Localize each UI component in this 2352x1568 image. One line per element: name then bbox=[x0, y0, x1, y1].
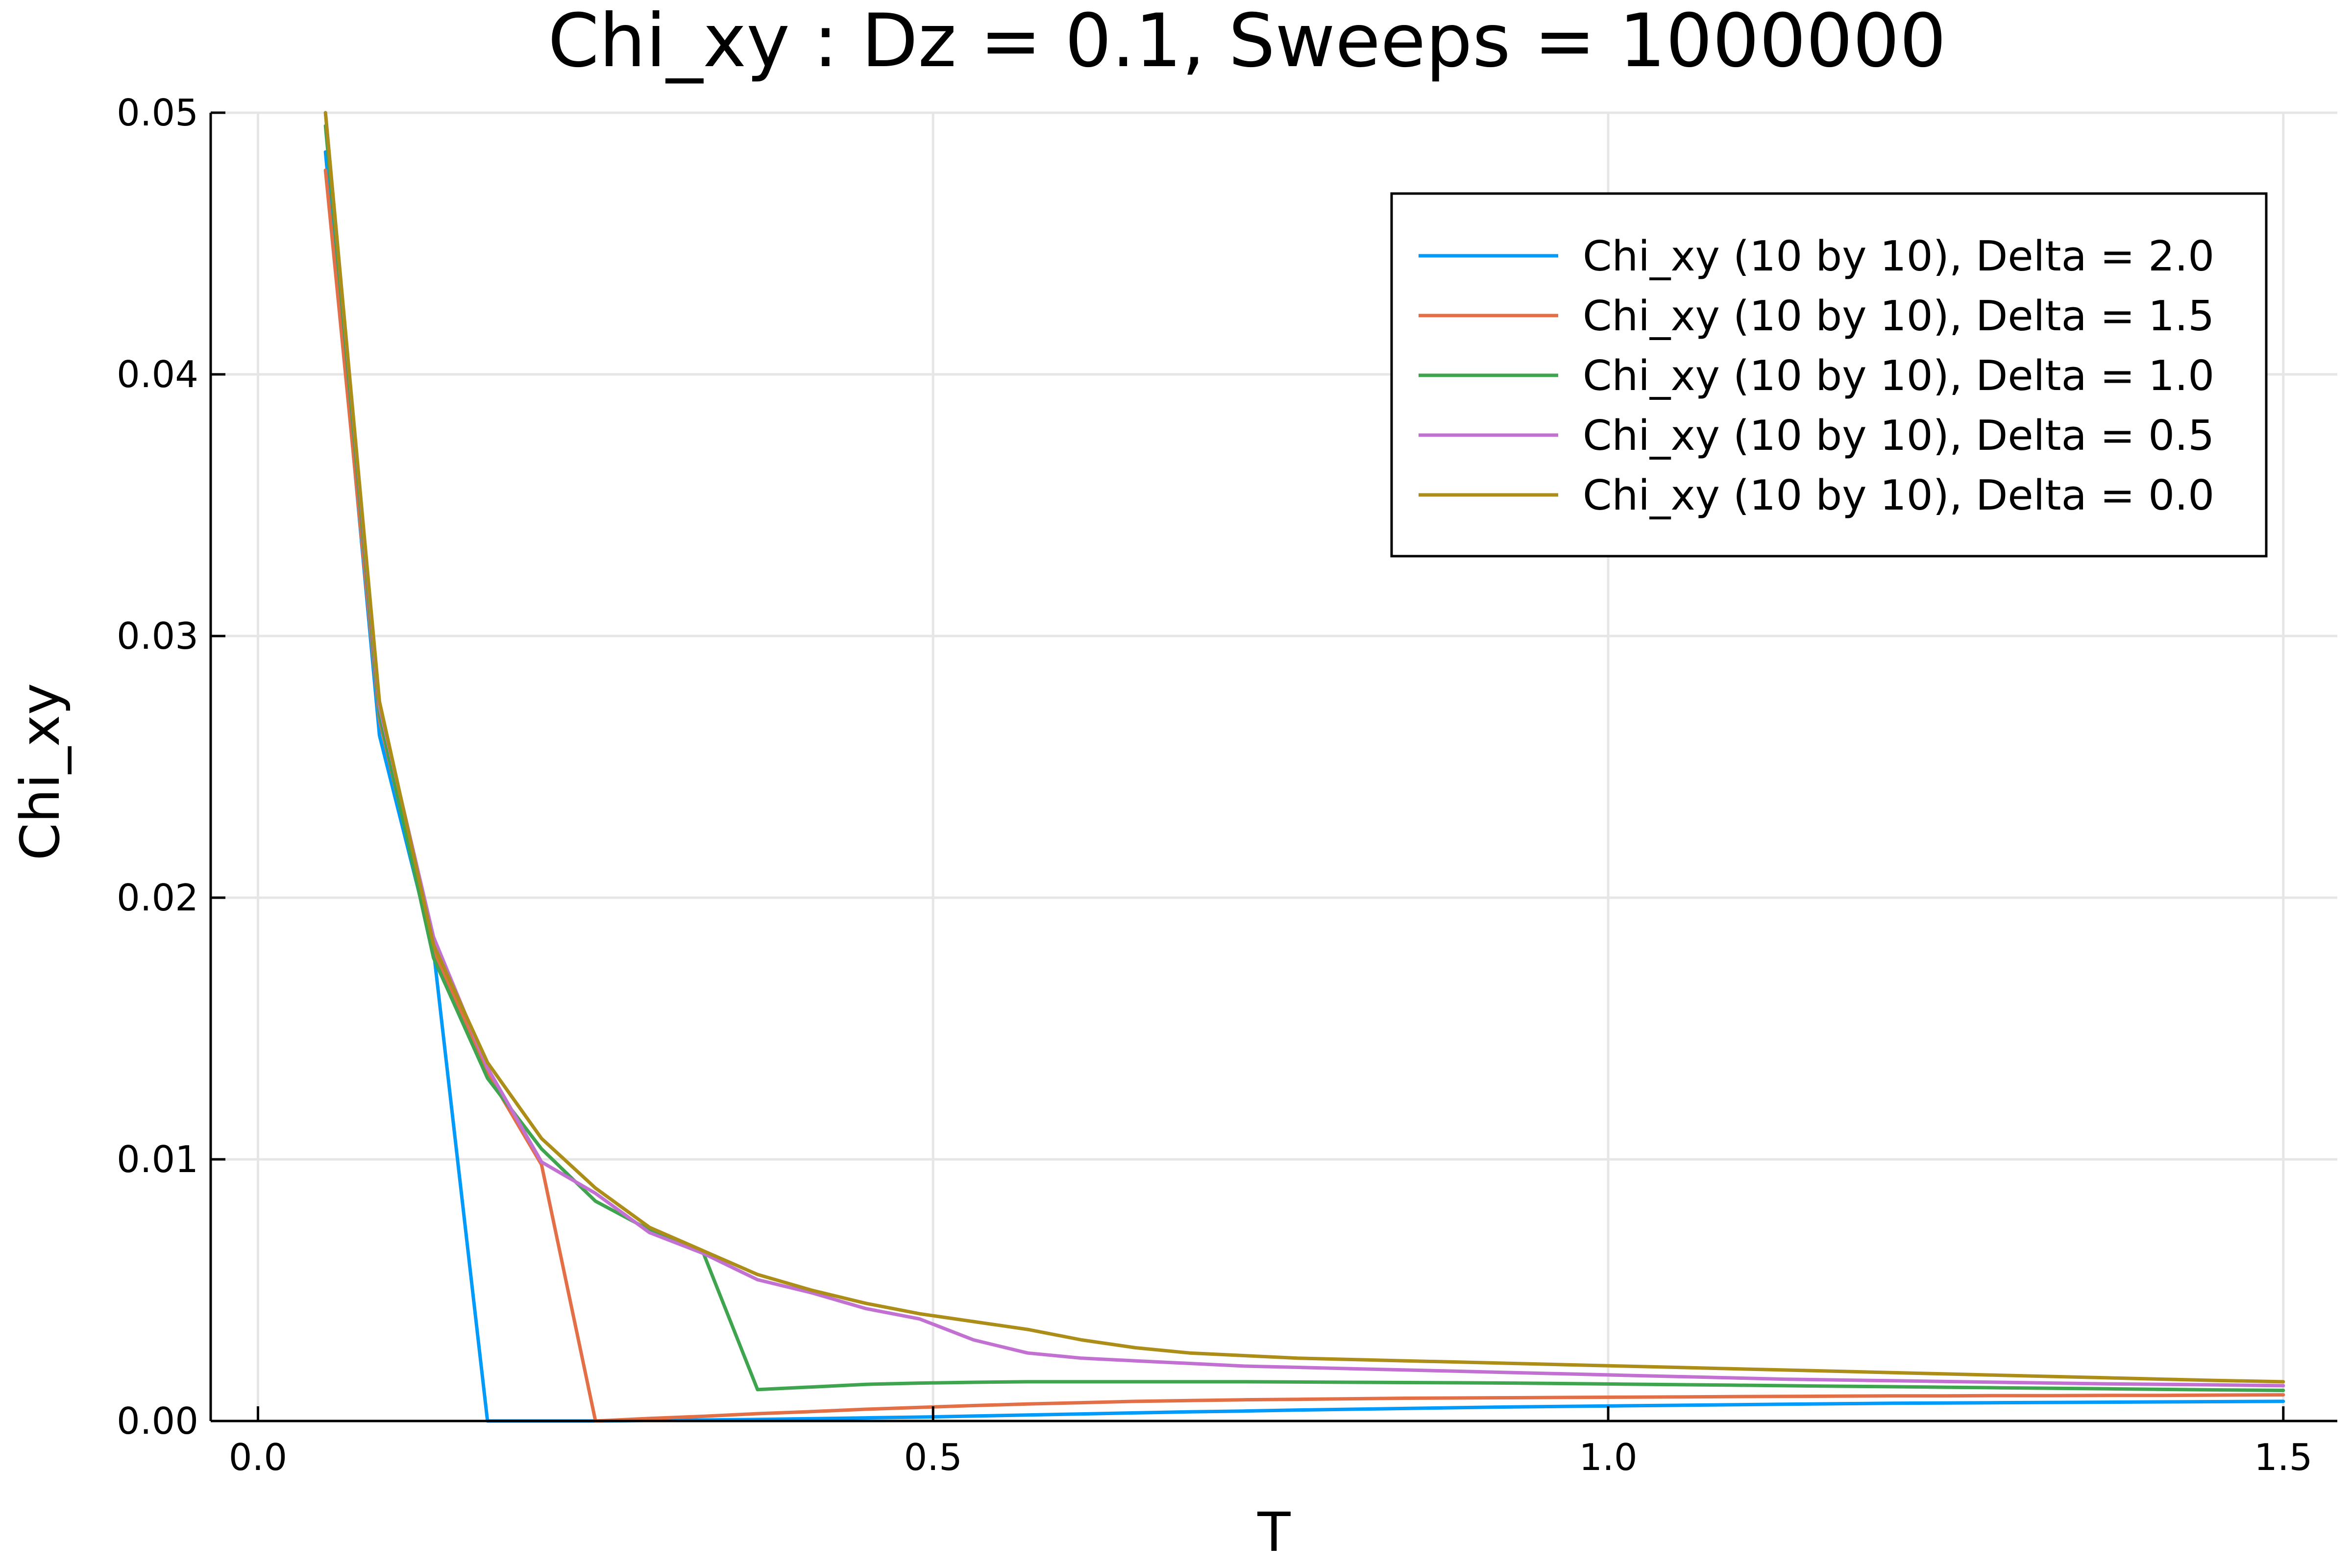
x-tick-label-0: 0.0 bbox=[229, 1436, 287, 1479]
x-tick-label-2: 1.0 bbox=[1579, 1436, 1637, 1479]
y-tick-label-0: 0.00 bbox=[117, 1399, 198, 1443]
ticks: 0.0 0.5 1.0 1.5 0.00 0.01 0.02 0.03 0.04 0.05 bbox=[117, 91, 2312, 1479]
y-tick-label-5: 0.05 bbox=[117, 91, 198, 134]
x-tick-label-3: 1.5 bbox=[2254, 1436, 2312, 1479]
legend-label-0: Chi_xy (10 by 10), Delta = 2.0 bbox=[1583, 232, 2214, 281]
axes bbox=[209, 113, 2337, 1422]
series-line-3 bbox=[323, 111, 2285, 1388]
x-tick-label-1: 0.5 bbox=[904, 1436, 962, 1479]
y-axis-label: Chi_xy bbox=[9, 683, 72, 860]
y-tick-label-2: 0.02 bbox=[117, 876, 198, 919]
series-line-1 bbox=[323, 169, 2285, 1423]
y-tick-label-1: 0.01 bbox=[117, 1138, 198, 1181]
x-axis-label: T bbox=[1257, 1501, 1291, 1564]
y-tick-label-3: 0.03 bbox=[117, 614, 198, 658]
legend: Chi_xy (10 by 10), Delta = 2.0 Chi_xy (10… bbox=[1390, 192, 2268, 558]
chart-title: Chi_xy : Dz = 0.1, Sweeps = 1000000 bbox=[548, 0, 1946, 84]
legend-label-1: Chi_xy (10 by 10), Delta = 1.5 bbox=[1583, 292, 2214, 341]
series-line-2 bbox=[323, 124, 2285, 1392]
legend-label-2: Chi_xy (10 by 10), Delta = 1.0 bbox=[1583, 352, 2214, 400]
series-line-4 bbox=[323, 111, 2285, 1384]
y-tick-label-4: 0.04 bbox=[117, 353, 198, 396]
legend-label-4: Chi_xy (10 by 10), Delta = 0.0 bbox=[1583, 471, 2214, 520]
legend-label-3: Chi_xy (10 by 10), Delta = 0.5 bbox=[1583, 412, 2214, 460]
